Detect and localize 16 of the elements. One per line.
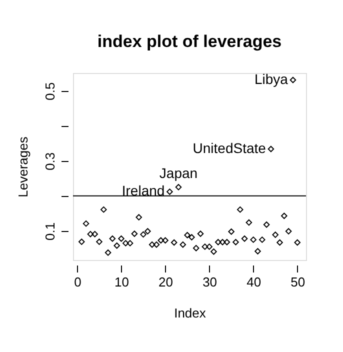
x-tick-label: 40 bbox=[246, 274, 262, 290]
chart-title: index plot of leverages bbox=[97, 32, 282, 51]
x-axis-title: Index bbox=[174, 306, 206, 320]
annotation: UnitedState bbox=[192, 140, 266, 156]
x-tick-label: 50 bbox=[290, 274, 306, 290]
annotation: Japan bbox=[159, 165, 198, 182]
y-tick-label: 0.5 bbox=[42, 82, 58, 100]
annotation: Libya bbox=[254, 71, 288, 88]
x-tick-label: 20 bbox=[158, 274, 174, 290]
y-axis-title: Leverages bbox=[16, 136, 30, 198]
annotation: Ireland bbox=[122, 182, 165, 199]
y-tick-label: 0.3 bbox=[42, 152, 58, 170]
x-tick-label: 10 bbox=[114, 274, 129, 290]
x-tick-label: 30 bbox=[202, 274, 218, 290]
y-tick-label: 0.1 bbox=[42, 222, 58, 240]
x-tick-label: 0 bbox=[74, 274, 82, 290]
